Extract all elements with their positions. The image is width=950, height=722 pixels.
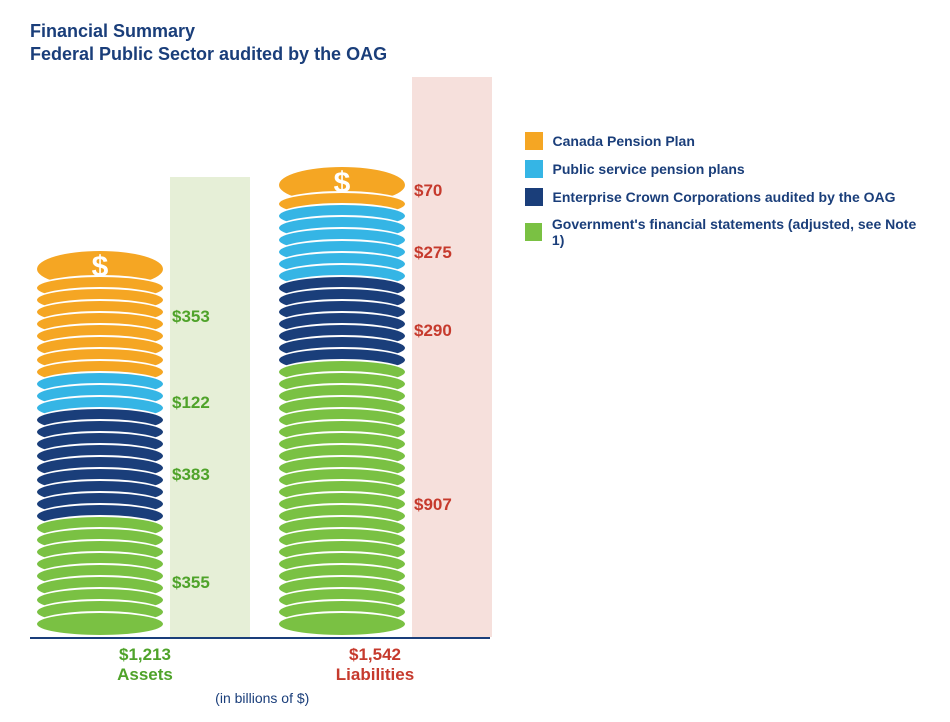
liabilities-name: Liabilities	[260, 665, 490, 685]
assets-value-labels: $353$122$383$355	[172, 249, 242, 637]
segment-value: $907	[414, 373, 484, 637]
title-line-2: Federal Public Sector audited by the OAG	[30, 44, 387, 64]
assets-axis-label: $1,213Assets	[30, 639, 260, 686]
legend-swatch	[525, 188, 543, 206]
legend-swatch	[525, 223, 542, 241]
segment-value: $353	[172, 249, 242, 385]
chart-area: $$353$122$383$355$$70$275$290$907 $1,213…	[30, 77, 495, 697]
x-axis: $1,213Assets$1,542Liabilities	[30, 637, 490, 686]
coin	[35, 611, 165, 637]
liabilities-total: $1,542	[260, 645, 490, 665]
liabilities-value-labels: $70$275$290$907	[414, 165, 484, 637]
legend-label: Canada Pension Plan	[553, 133, 695, 149]
liabilities-column: $$70$275$290$907	[272, 77, 484, 637]
assets-total: $1,213	[30, 645, 260, 665]
assets-name: Assets	[30, 665, 260, 685]
legend-label: Public service pension plans	[553, 161, 745, 177]
legend-label: Enterprise Crown Corporations audited by…	[553, 189, 896, 205]
legend-swatch	[525, 132, 543, 150]
assets-coin-stack: $	[30, 249, 170, 637]
legend-item: Enterprise Crown Corporations audited by…	[525, 188, 920, 206]
stack-columns: $$353$122$383$355$$70$275$290$907	[30, 77, 495, 637]
chart-layout: $$353$122$383$355$$70$275$290$907 $1,213…	[30, 77, 920, 697]
unit-label: (in billions of $)	[30, 690, 495, 706]
segment-value: $355	[172, 529, 242, 637]
legend-label: Government's financial statements (adjus…	[552, 216, 920, 248]
segment-value: $275	[414, 217, 484, 289]
coin	[277, 611, 407, 637]
legend: Canada Pension Plan Public service pensio…	[525, 132, 920, 258]
assets-column: $$353$122$383$355	[30, 177, 242, 637]
segment-value: $70	[414, 165, 484, 217]
legend-item: Public service pension plans	[525, 160, 920, 178]
chart-title: Financial Summary Federal Public Sector …	[30, 20, 920, 67]
segment-value: $383	[172, 421, 242, 529]
legend-swatch	[525, 160, 543, 178]
legend-item: Government's financial statements (adjus…	[525, 216, 920, 248]
legend-item: Canada Pension Plan	[525, 132, 920, 150]
title-line-1: Financial Summary	[30, 21, 195, 41]
liabilities-coin-stack: $	[272, 165, 412, 637]
liabilities-axis-label: $1,542Liabilities	[260, 639, 490, 686]
segment-value: $290	[414, 289, 484, 373]
segment-value: $122	[172, 385, 242, 421]
